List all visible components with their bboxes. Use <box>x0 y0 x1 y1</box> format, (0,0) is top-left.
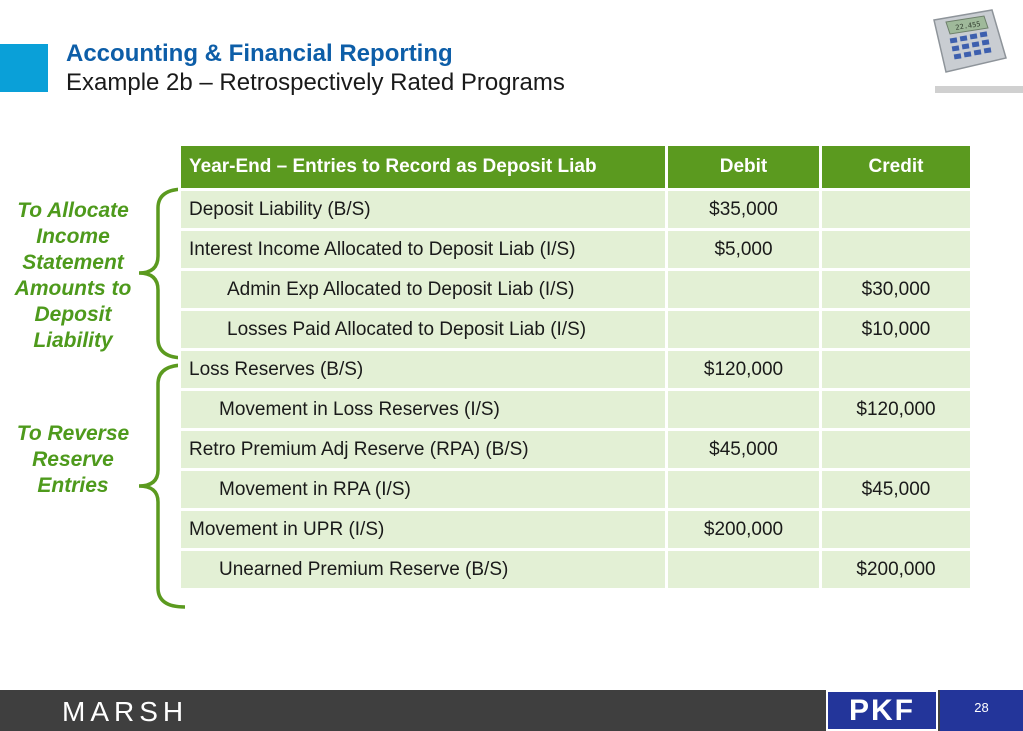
calculator-icon: 22.455 <box>933 9 1007 73</box>
table-row: Movement in Loss Reserves (I/S) $120,000 <box>178 388 973 431</box>
credit-cell <box>819 508 973 551</box>
account-cell: Movement in RPA (I/S) <box>178 468 668 511</box>
slide-title: Accounting & Financial Reporting <box>66 40 453 67</box>
credit-cell <box>819 188 973 231</box>
accent-square <box>0 44 48 92</box>
credit-cell: $200,000 <box>819 548 973 591</box>
debit-cell: $200,000 <box>665 508 822 551</box>
pkf-logo: PKF <box>828 692 936 729</box>
credit-cell: $30,000 <box>819 268 973 311</box>
account-cell: Admin Exp Allocated to Deposit Liab (I/S… <box>178 268 668 311</box>
curly-brace-icon <box>138 363 186 609</box>
debit-cell <box>665 548 822 591</box>
account-cell: Movement in Loss Reserves (I/S) <box>178 388 668 431</box>
reverse-label: To Reverse Reserve Entries <box>16 422 130 497</box>
table-row: Interest Income Allocated to Deposit Lia… <box>178 228 973 271</box>
table-row: Unearned Premium Reserve (B/S) $200,000 <box>178 548 973 591</box>
page-number-box <box>940 690 1023 731</box>
account-cell: Retro Premium Adj Reserve (RPA) (B/S) <box>178 428 668 471</box>
header-divider <box>935 86 1023 93</box>
calculator-display: 22.455 <box>955 20 981 32</box>
debit-cell: $120,000 <box>665 348 822 391</box>
credit-cell <box>819 348 973 391</box>
credit-cell: $10,000 <box>819 308 973 351</box>
debit-cell <box>665 388 822 431</box>
header-account: Year-End – Entries to Record as Deposit … <box>178 143 668 191</box>
debit-cell <box>665 468 822 511</box>
debit-cell: $5,000 <box>665 228 822 271</box>
page-number: 28 <box>974 700 989 715</box>
table-row: Admin Exp Allocated to Deposit Liab (I/S… <box>178 268 973 311</box>
account-cell: Deposit Liability (B/S) <box>178 188 668 231</box>
table-row: Movement in RPA (I/S) $45,000 <box>178 468 973 511</box>
debit-cell: $35,000 <box>665 188 822 231</box>
account-cell: Interest Income Allocated to Deposit Lia… <box>178 228 668 271</box>
table-row: Deposit Liability (B/S) $35,000 <box>178 188 973 231</box>
debit-cell <box>665 308 822 351</box>
table-row: Movement in UPR (I/S) $200,000 <box>178 508 973 551</box>
table-row: Losses Paid Allocated to Deposit Liab (I… <box>178 308 973 351</box>
account-cell: Loss Reserves (B/S) <box>178 348 668 391</box>
header-credit: Credit <box>819 143 973 191</box>
account-cell: Movement in UPR (I/S) <box>178 508 668 551</box>
table-header-row: Year-End – Entries to Record as Deposit … <box>178 143 973 191</box>
debit-cell: $45,000 <box>665 428 822 471</box>
curly-brace-icon <box>138 187 186 360</box>
credit-cell <box>819 428 973 471</box>
table-row: Loss Reserves (B/S) $120,000 <box>178 348 973 391</box>
allocate-label: To Allocate Income Statement Amounts to … <box>14 199 132 352</box>
journal-entries-table: Year-End – Entries to Record as Deposit … <box>178 143 973 591</box>
credit-cell <box>819 228 973 271</box>
credit-cell: $120,000 <box>819 388 973 431</box>
credit-cell: $45,000 <box>819 468 973 511</box>
table-row: Retro Premium Adj Reserve (RPA) (B/S) $4… <box>178 428 973 471</box>
account-cell: Losses Paid Allocated to Deposit Liab (I… <box>178 308 668 351</box>
slide-subtitle: Example 2b – Retrospectively Rated Progr… <box>66 69 565 96</box>
marsh-logo: MARSH <box>62 696 189 727</box>
account-cell: Unearned Premium Reserve (B/S) <box>178 548 668 591</box>
header-debit: Debit <box>665 143 822 191</box>
debit-cell <box>665 268 822 311</box>
